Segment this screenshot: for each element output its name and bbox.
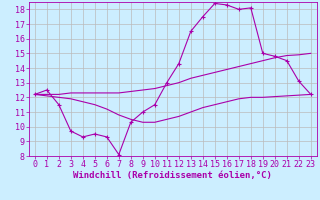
X-axis label: Windchill (Refroidissement éolien,°C): Windchill (Refroidissement éolien,°C): [73, 171, 272, 180]
